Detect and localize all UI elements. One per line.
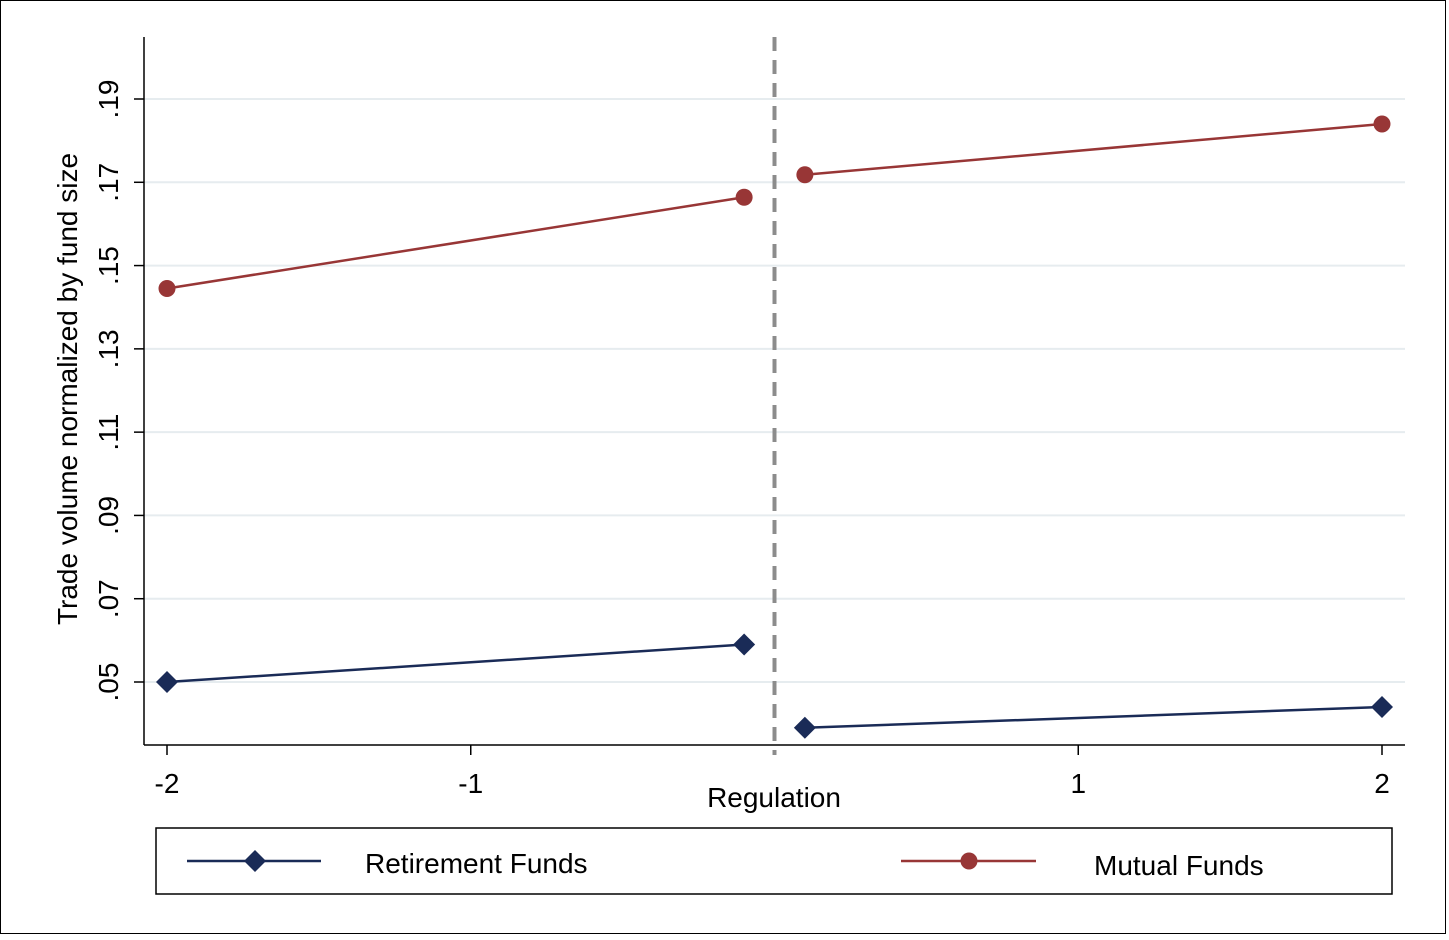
- x-tick-label: -1: [458, 768, 483, 799]
- retirement-funds-line-segment: [804, 705, 1383, 730]
- y-tick-label: .15: [93, 246, 124, 285]
- mutual-funds-point: [158, 279, 176, 297]
- retirement-funds-line-segment: [166, 643, 745, 684]
- retirement-funds-point: [733, 633, 756, 656]
- x-tick-label: 2: [1374, 768, 1390, 799]
- mutual-funds-line-segment: [166, 196, 745, 290]
- x-tick-label: 1: [1070, 768, 1086, 799]
- x-axis-title: Regulation: [707, 782, 841, 813]
- series-layer: [156, 115, 1393, 739]
- legend-retirement-funds-label: Retirement Funds: [365, 848, 588, 879]
- y-tick-label: .05: [93, 663, 124, 702]
- mutual-funds-point: [735, 188, 753, 206]
- axes: [143, 37, 1405, 746]
- mutual-funds-line-segment: [804, 122, 1383, 177]
- retirement-funds-point: [156, 671, 178, 693]
- mutual-funds-point: [796, 166, 814, 184]
- retirement-funds-point: [1371, 695, 1393, 718]
- mutual-funds-point: [1373, 115, 1391, 133]
- legend-box: [155, 827, 1393, 895]
- y-tick-label: .17: [93, 163, 124, 202]
- y-axis-ticks: .05 .07 .09 .11 .13 .15 .17 .19: [93, 80, 144, 702]
- y-tick-label: .11: [93, 414, 124, 451]
- y-tick-label: .13: [93, 329, 124, 368]
- legend: Retirement Funds Mutual Funds: [155, 827, 1393, 895]
- x-tick-label: -2: [155, 768, 180, 799]
- y-tick-label: .09: [93, 496, 124, 535]
- y-axis-title: Trade volume normalized by fund size: [52, 153, 83, 625]
- y-tick-label: .19: [93, 80, 124, 119]
- legend-mutual-funds-marker: [960, 852, 978, 870]
- legend-mutual-funds-label: Mutual Funds: [1094, 850, 1264, 881]
- y-tick-label: .07: [93, 579, 124, 618]
- retirement-funds-point: [793, 716, 816, 739]
- x-axis-ticks: -2 -1 1 2: [155, 745, 1390, 799]
- legend-retirement-funds-marker: [244, 850, 266, 872]
